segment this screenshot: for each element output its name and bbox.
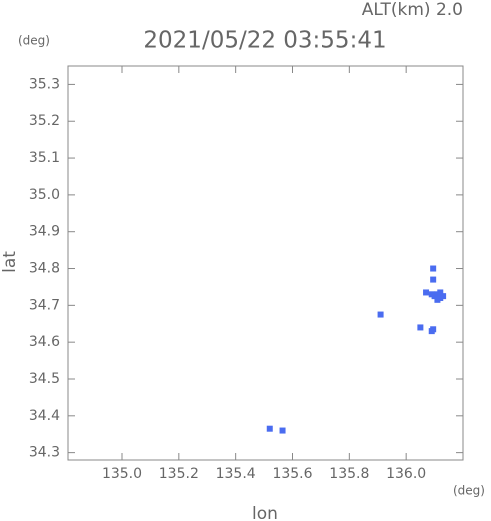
y-tick-label: 34.6: [29, 334, 60, 350]
y-tick-label: 34.9: [29, 224, 60, 240]
x-unit: (deg): [453, 484, 485, 498]
chart-title: 2021/05/22 03:55:41: [143, 28, 386, 54]
x-tick-label: 135.8: [329, 466, 369, 482]
echo-point: [430, 265, 437, 272]
y-axis-label: lat: [0, 251, 20, 273]
echo-point: [434, 296, 441, 303]
echo-point: [437, 289, 444, 296]
y-tick-label: 34.3: [29, 445, 60, 461]
x-axis-label: lon: [252, 504, 278, 521]
y-tick-label: 35.1: [29, 150, 60, 166]
y-tick-label: 34.5: [29, 371, 60, 387]
x-tick-label: 135.2: [159, 466, 199, 482]
x-tick-label: 135.0: [102, 466, 142, 482]
echo-point: [430, 276, 437, 283]
y-tick-label: 34.8: [29, 261, 60, 277]
altitude-label: ALT(km) 2.0: [362, 0, 463, 20]
x-tick-label: 135.6: [272, 466, 312, 482]
echo-point: [266, 425, 273, 432]
echo-point: [430, 326, 437, 333]
echo-point: [423, 289, 430, 296]
y-tick-label: 34.4: [29, 408, 60, 424]
y-tick-label: 35.2: [29, 113, 60, 129]
x-tick-label: 135.4: [216, 466, 256, 482]
y-tick-label: 35.3: [29, 76, 60, 92]
y-unit: (deg): [18, 34, 50, 48]
echo-point: [417, 324, 424, 331]
echo-point: [377, 311, 384, 318]
y-tick-label: 34.7: [29, 297, 60, 313]
plot-frame: [67, 65, 464, 461]
y-tick-label: 35.0: [29, 187, 60, 203]
echo-point: [440, 293, 447, 300]
echo-point: [279, 427, 286, 434]
x-tick-label: 136.0: [386, 466, 426, 482]
